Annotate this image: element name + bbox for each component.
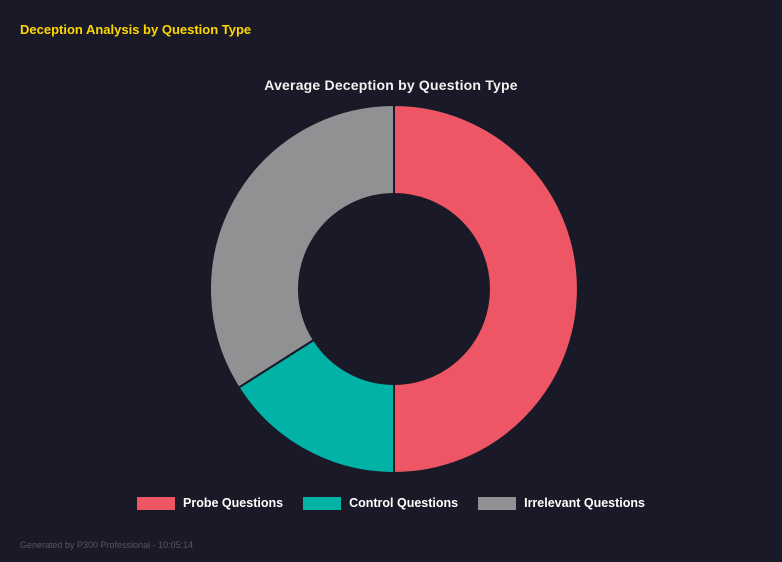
report-title: Deception Analysis by Question Type (20, 22, 252, 37)
legend-label: Probe Questions (183, 496, 284, 510)
donut-segment-control-questions[interactable] (237, 338, 395, 475)
legend-swatch (137, 496, 176, 510)
legend-swatch (478, 496, 517, 510)
chart-title: Average Deception by Question Type (264, 77, 518, 93)
chart-legend: Probe Questions Control Questions Irreleva… (0, 496, 782, 510)
footer-text: Generated by P300 Professional - 10:05:1… (20, 540, 194, 550)
donut-segment-irrelevant-questions[interactable] (209, 103, 395, 389)
legend-label: Control Questions (349, 496, 459, 510)
legend-label: Irrelevant Questions (524, 496, 645, 510)
legend-swatch (303, 496, 342, 510)
legend-item-irrelevant-questions[interactable]: Irrelevant Questions (478, 496, 645, 510)
donut-segment-probe-questions[interactable] (393, 103, 579, 475)
donut-chart (209, 103, 579, 475)
legend-item-control-questions[interactable]: Control Questions (303, 496, 458, 510)
legend-item-probe-questions[interactable]: Probe Questions (137, 496, 283, 510)
